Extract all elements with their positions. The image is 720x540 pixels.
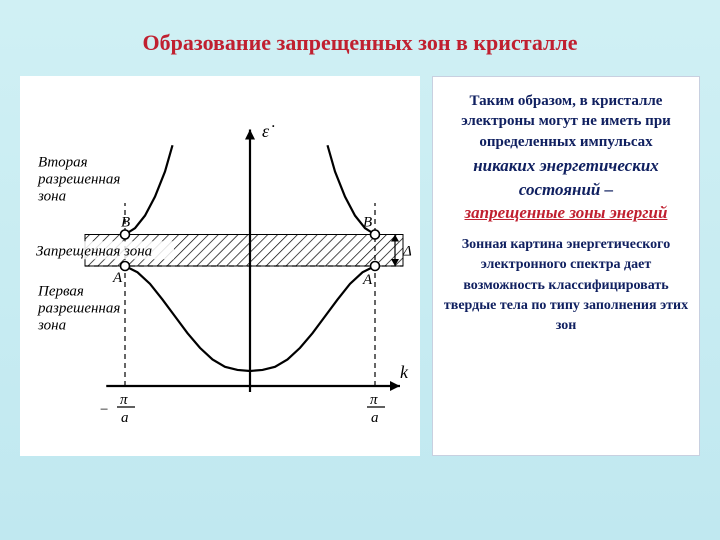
- svg-text:−: −: [99, 402, 109, 418]
- svg-text:a: a: [371, 410, 379, 426]
- text-p1: Таким образом, в кристалле электроны мог…: [443, 91, 689, 152]
- svg-text:Первая: Первая: [37, 283, 84, 299]
- text-p3: запрещенные зоны энергий: [443, 201, 689, 225]
- svg-text:Запрещенная зона: Запрещенная зона: [36, 243, 152, 259]
- svg-text:разрешенная: разрешенная: [37, 300, 120, 316]
- energy-band-diagram: ABABΔε̇k−πaπaВтораяразрешеннаязонаПервая…: [20, 76, 420, 456]
- svg-text:π: π: [120, 392, 128, 408]
- svg-text:разрешенная: разрешенная: [37, 171, 120, 187]
- svg-text:π: π: [370, 392, 378, 408]
- svg-text:ε̇: ε̇: [262, 121, 275, 141]
- text-p2: никаких энергетических состояний –: [443, 154, 689, 202]
- svg-text:A: A: [362, 272, 373, 288]
- svg-text:зона: зона: [37, 188, 66, 204]
- svg-text:B: B: [363, 215, 372, 231]
- svg-text:B: B: [121, 215, 130, 231]
- diagram-panel: ABABΔε̇k−πaπaВтораяразрешеннаязонаПервая…: [20, 76, 420, 456]
- text-panel: Таким образом, в кристалле электроны мог…: [432, 76, 700, 456]
- svg-text:k: k: [400, 362, 409, 382]
- content-row: ABABΔε̇k−πaπaВтораяразрешеннаязонаПервая…: [0, 76, 720, 456]
- svg-text:зона: зона: [37, 317, 66, 333]
- svg-text:Вторая: Вторая: [38, 154, 88, 170]
- page-title: Образование запрещенных зон в кристалле: [0, 0, 720, 56]
- svg-text:Δ: Δ: [402, 243, 412, 259]
- svg-text:a: a: [121, 410, 129, 426]
- svg-text:A: A: [112, 270, 123, 286]
- text-p4: Зонная картина энергетического электронн…: [443, 235, 689, 336]
